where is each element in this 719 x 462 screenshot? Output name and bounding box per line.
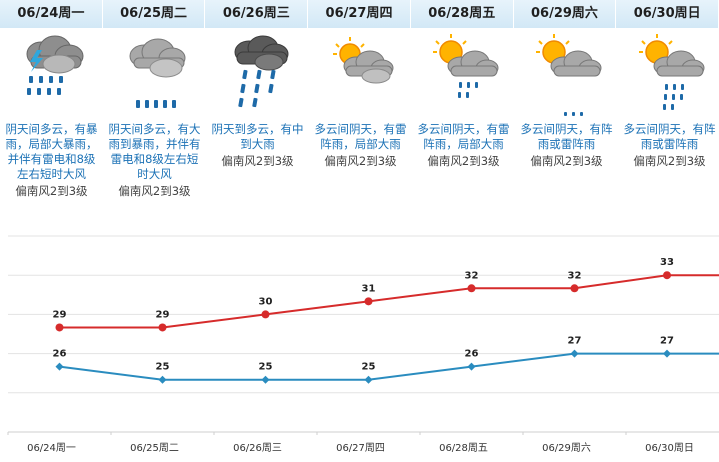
x-axis: 06/24周一 06/25周二 06/26周三 06/27周四 06/28周五 … <box>0 435 719 462</box>
weather-text: 阴天间多云，有暴雨，局部大暴雨，并伴有雷电和8级左右短时大风 <box>5 122 98 181</box>
temperature-chart-plot: 29 29 30 31 32 32 33 26 25 25 25 26 27 27 <box>7 235 719 435</box>
weather-description: 阴天到多云，有中到大雨 偏南风2到3级 <box>208 122 307 169</box>
low-temp-label: 25 <box>156 362 170 373</box>
wind-text: 偏南风2到3级 <box>118 184 191 198</box>
wind-text: 偏南风2到3级 <box>324 154 397 168</box>
temperature-chart: 29 29 30 31 32 32 33 26 25 25 25 26 27 27 06/24周一 06/… <box>0 232 719 462</box>
weather-text: 多云间阴天，有阵雨或雷阵雨 <box>520 122 613 151</box>
high-temp-label: 29 <box>156 309 170 320</box>
x-tick-label: 06/28周五 <box>439 443 488 454</box>
day-forecast-7: 多云间阴天，有阵雨或雷阵雨 偏南风2到3级 <box>618 28 719 228</box>
x-tick-label: 06/27周四 <box>336 443 385 454</box>
day-forecast-5: 多云间阴天，有雷阵雨，局部大雨 偏南风2到3级 <box>412 28 515 228</box>
weather-description: 多云间阴天，有阵雨或雷阵雨 偏南风2到3级 <box>620 122 719 169</box>
high-temp-label: 33 <box>660 257 674 268</box>
weather-description: 阴天间多云，有暴雨，局部大暴雨，并伴有雷电和8级左右短时大风 偏南风2到3级 <box>2 122 101 199</box>
low-temp-label: 25 <box>362 362 376 373</box>
low-temp-point <box>261 375 270 384</box>
x-tick-label: 06/29周六 <box>542 443 591 454</box>
high-temp-point <box>467 284 476 293</box>
x-tick-label: 06/30周日 <box>645 443 694 454</box>
low-temp-point <box>467 362 476 371</box>
weather-text: 阴天间多云，有大雨到暴雨，并伴有雷电和8级左右短时大风 <box>108 122 201 181</box>
low-temp-point <box>55 362 64 371</box>
day-header-6: 06/29周六 <box>513 0 617 28</box>
low-temp-line <box>59 352 719 381</box>
high-temp-point <box>55 323 64 332</box>
weather-description: 多云间阴天，有雷阵雨，局部大雨 偏南风2到3级 <box>414 122 513 169</box>
day-header-1: 06/24周一 <box>0 0 103 28</box>
weather-text: 多云间阴天，有雷阵雨，局部大雨 <box>314 122 407 151</box>
high-temp-label: 29 <box>53 309 67 320</box>
low-temp-label: 27 <box>660 336 674 347</box>
high-temp-label: 32 <box>568 270 582 281</box>
forecast-row: 阴天间多云，有暴雨，局部大暴雨，并伴有雷电和8级左右短时大风 偏南风2到3级 阴… <box>0 28 719 228</box>
wind-text: 偏南风2到3级 <box>15 184 88 198</box>
low-temp-point <box>364 375 373 384</box>
day-forecast-6: 多云间阴天，有阵雨或雷阵雨 偏南风2到3级 <box>515 28 618 228</box>
heavy-rain-icon <box>129 38 186 108</box>
x-tick-label: 06/25周二 <box>130 443 179 454</box>
moderate-heavy-rain-icon <box>234 35 289 108</box>
day-forecast-4: 多云间阴天，有雷阵雨，局部大雨 偏南风2到3级 <box>309 28 412 228</box>
sun-shower-icon <box>639 34 705 110</box>
high-temp-point <box>364 297 373 306</box>
wind-text: 偏南风2到3级 <box>221 154 294 168</box>
weather-text: 阴天到多云，有中到大雨 <box>211 122 304 151</box>
high-temp-point <box>261 310 270 319</box>
sun-shower-icon <box>536 34 602 116</box>
day-header-2: 06/25周二 <box>102 0 206 28</box>
weather-description: 多云间阴天，有阵雨或雷阵雨 偏南风2到3级 <box>517 122 616 169</box>
day-forecast-3: 阴天到多云，有中到大雨 偏南风2到3级 <box>206 28 309 228</box>
low-temp-point <box>570 349 579 358</box>
weather-description: 阴天间多云，有大雨到暴雨，并伴有雷电和8级左右短时大风 偏南风2到3级 <box>105 122 204 199</box>
weather-text: 多云间阴天，有阵雨或雷阵雨 <box>623 122 716 151</box>
high-temp-label: 31 <box>362 283 376 294</box>
high-temp-point <box>570 284 579 293</box>
x-tick-label: 06/26周三 <box>233 443 282 454</box>
weather-description: 多云间阴天，有雷阵雨，局部大雨 偏南风2到3级 <box>311 122 410 169</box>
day-forecast-2: 阴天间多云，有大雨到暴雨，并伴有雷电和8级左右短时大风 偏南风2到3级 <box>103 28 206 228</box>
day-header-7: 06/30周日 <box>616 0 719 28</box>
days-header: 06/24周一 06/25周二 06/26周三 06/27周四 06/28周五 … <box>0 0 719 28</box>
sun-shower-icon <box>433 34 499 98</box>
day-header-5: 06/28周五 <box>410 0 514 28</box>
day-header-4: 06/27周四 <box>308 0 411 28</box>
high-temp-point <box>158 323 167 332</box>
day-header-3: 06/26周三 <box>205 0 309 28</box>
low-temp-point <box>158 375 167 384</box>
low-temp-label: 25 <box>259 362 273 373</box>
low-temp-label: 26 <box>465 349 479 360</box>
weather-text: 多云间阴天，有雷阵雨，局部大雨 <box>417 122 510 151</box>
thunderstorm-heavy-rain-icon <box>26 35 84 95</box>
x-tick-label: 06/24周一 <box>27 443 76 454</box>
high-temp-line <box>59 274 719 329</box>
high-temp-label: 30 <box>259 296 273 307</box>
low-temp-label: 27 <box>568 336 582 347</box>
day-forecast-1: 阴天间多云，有暴雨，局部大暴雨，并伴有雷电和8级左右短时大风 偏南风2到3级 <box>0 28 103 228</box>
low-temp-label: 26 <box>53 349 67 360</box>
wind-text: 偏南风2到3级 <box>427 154 500 168</box>
high-temp-label: 32 <box>465 270 479 281</box>
sun-cloud-icon <box>333 37 394 84</box>
wind-text: 偏南风2到3级 <box>633 154 706 168</box>
wind-text: 偏南风2到3级 <box>530 154 603 168</box>
low-temp-point <box>663 349 671 358</box>
high-temp-point <box>663 271 671 280</box>
